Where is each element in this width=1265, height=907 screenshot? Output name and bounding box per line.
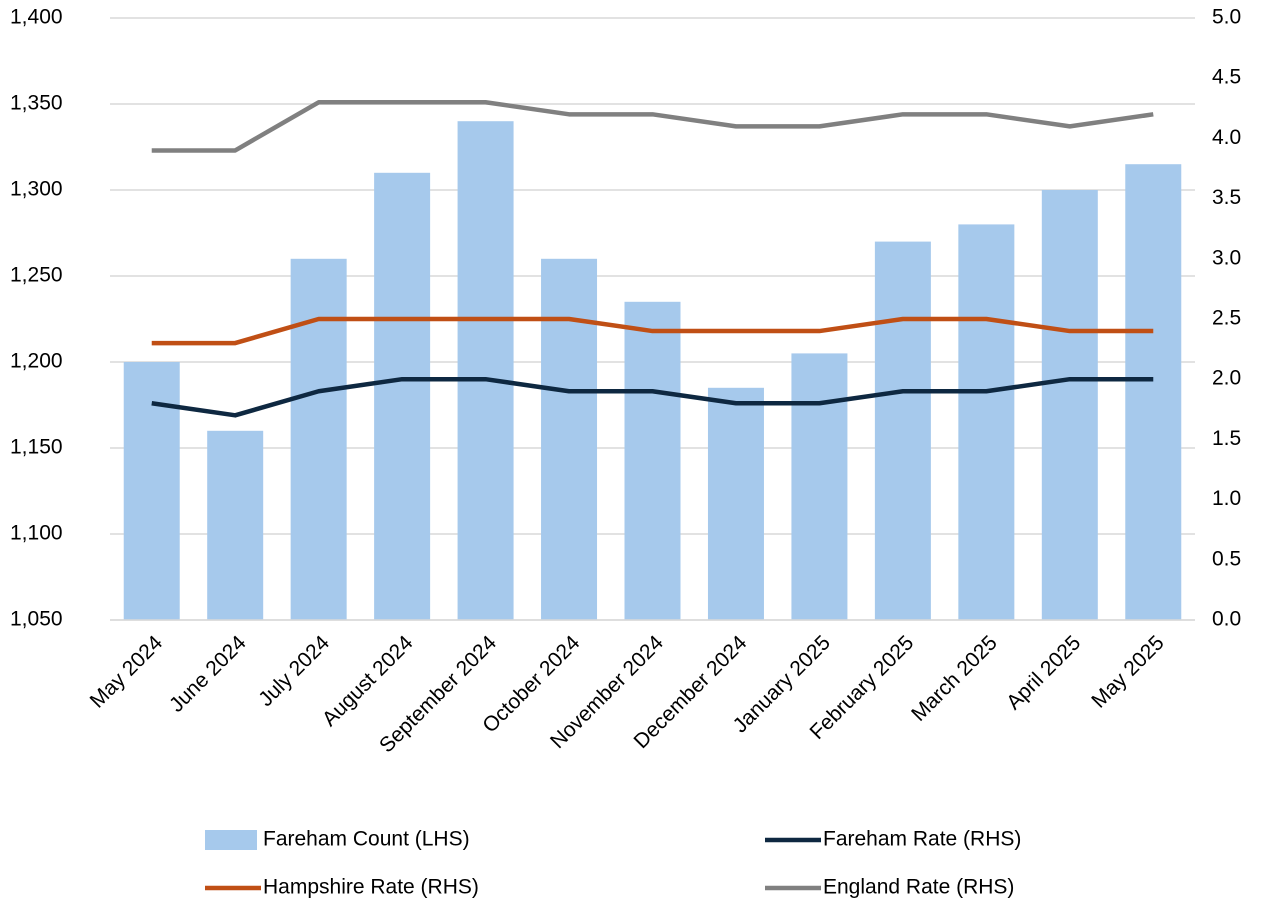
y-tick-label: 1,250 (10, 264, 63, 287)
y2-tick-label: 1.5 (1212, 427, 1241, 450)
bar (874, 241, 931, 620)
y2-tick-label: 2.0 (1212, 367, 1241, 390)
y-tick-label: 1,050 (10, 608, 63, 631)
y-tick-label: 1,350 (10, 92, 63, 115)
y2-tick-label: 3.0 (1212, 246, 1241, 269)
y2-tick-label: 4.0 (1212, 126, 1241, 149)
y-tick-label: 1,300 (10, 178, 63, 201)
line (151, 316, 1154, 346)
line (151, 376, 1154, 418)
bar (290, 258, 347, 620)
y2-tick-label: 0.0 (1212, 608, 1241, 631)
y2-tick-label: 5.0 (1212, 6, 1241, 29)
x-tick-label: April 2025 (1002, 631, 1085, 714)
bar (374, 172, 431, 621)
y2-tick-label: 3.5 (1212, 186, 1241, 209)
x-tick-label: May 2025 (1087, 631, 1168, 712)
y-tick-label: 1,100 (10, 522, 63, 545)
y2-tick-label: 1.0 (1212, 487, 1241, 510)
bar (541, 258, 598, 620)
y-tick-label: 1,200 (10, 350, 63, 373)
bar (707, 387, 764, 620)
bar (624, 301, 681, 620)
x-tick-label: March 2025 (907, 631, 1002, 726)
legend-label: Fareham Rate (RHS) (823, 828, 1021, 851)
x-tick-label: May 2024 (86, 631, 168, 713)
bar (791, 353, 848, 620)
y-tick-label: 1,400 (10, 6, 63, 29)
bar (1041, 190, 1098, 620)
bar (207, 430, 264, 620)
bar (1125, 164, 1182, 620)
y-tick-label: 1,150 (10, 436, 63, 459)
x-tick-label: July 2024 (254, 631, 334, 711)
x-tick-label: June 2024 (165, 631, 251, 717)
line (151, 100, 1154, 153)
legend-label: England Rate (RHS) (823, 876, 1014, 899)
legend-label: Fareham Count (LHS) (263, 828, 470, 851)
legend-swatch (205, 830, 257, 850)
legend-label: Hampshire Rate (RHS) (263, 876, 479, 899)
bar (457, 121, 514, 620)
bar (958, 224, 1015, 620)
y2-tick-label: 2.5 (1212, 307, 1241, 330)
y2-tick-label: 0.5 (1212, 547, 1241, 570)
y2-tick-label: 4.5 (1212, 66, 1241, 89)
bar (123, 362, 180, 620)
